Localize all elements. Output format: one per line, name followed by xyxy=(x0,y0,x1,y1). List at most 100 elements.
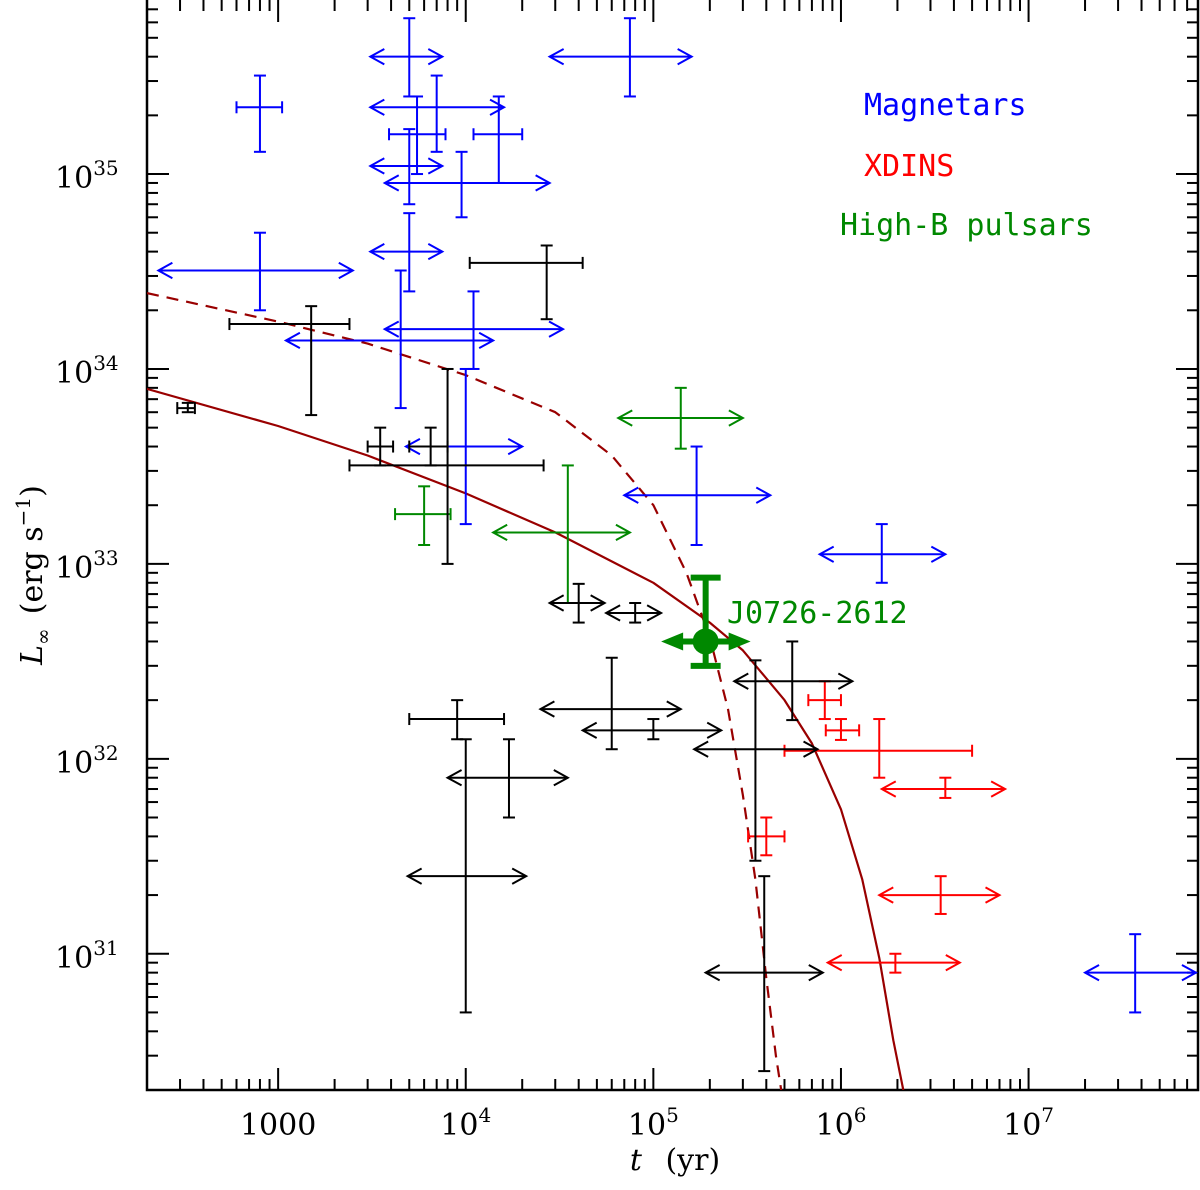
x-tick-label-base: 10 xyxy=(628,1108,666,1143)
data-point-high-b-pulsars xyxy=(394,485,452,547)
x-arrow-right xyxy=(427,157,445,175)
data-point-magnetars xyxy=(1082,933,1199,1014)
y-axis-title: L∞ (erg s−1) xyxy=(11,485,55,666)
x-arrow-right xyxy=(427,243,445,261)
x-arrow-left xyxy=(538,700,555,718)
y-tick-label-base: 10 xyxy=(55,941,93,976)
x-arrow-right xyxy=(985,886,1002,904)
data-point-xdins xyxy=(877,875,1002,915)
x-tick-label-base: 10 xyxy=(816,1108,854,1143)
y-tick-label: 1035 xyxy=(55,156,119,196)
legend: Magnetars XDINS High-B pulsars xyxy=(840,88,1093,243)
x-arrow-right xyxy=(507,437,525,456)
data-point-xdins xyxy=(807,680,842,721)
x-arrow-right xyxy=(553,769,570,787)
data-point-magnetars xyxy=(368,128,445,206)
y-tick-label: 1031 xyxy=(55,936,119,976)
y-tick-label-exp: 35 xyxy=(93,156,118,180)
data-point-magnetars xyxy=(368,17,445,98)
data-point-magnetars xyxy=(368,74,507,153)
x-arrow-left xyxy=(382,174,400,192)
y-tick-label-exp: 34 xyxy=(93,351,118,375)
y-tick-label-exp: 33 xyxy=(93,546,118,570)
data-point-other xyxy=(468,244,584,321)
x-arrow-right xyxy=(615,523,632,542)
x-arrow-left xyxy=(580,721,598,739)
x-arrow-left xyxy=(368,48,385,66)
x-axis-unit: (yr) xyxy=(665,1143,720,1178)
x-arrow-right xyxy=(478,331,496,350)
x-arrow-left xyxy=(825,954,843,972)
y-tick-label: 1033 xyxy=(55,546,119,586)
data-point-magnetars xyxy=(368,212,445,293)
legend-entry-magnetars: Magnetars xyxy=(864,88,1027,123)
x-arrow-left xyxy=(604,604,621,622)
y-axis-sub: ∞ xyxy=(31,628,55,645)
y-tick-label-exp: 31 xyxy=(93,936,118,960)
x-arrow-right xyxy=(489,98,507,116)
x-arrow-left xyxy=(445,769,463,787)
x-arrow-right xyxy=(677,48,694,66)
data-point-other xyxy=(176,401,196,415)
data-point-other xyxy=(405,738,529,1014)
x-tick-label: 1000 xyxy=(240,1108,316,1143)
x-arrow-left xyxy=(382,320,400,338)
x-arrow-right xyxy=(803,740,820,758)
data-point-magnetars xyxy=(156,231,355,312)
x-tick-label-exp: 6 xyxy=(854,1103,867,1127)
axis-ticks xyxy=(146,0,1199,1091)
x-arrow-left xyxy=(616,409,633,427)
data-point-other xyxy=(692,659,820,862)
data-point-xdins xyxy=(879,776,1008,799)
x-arrow-left xyxy=(703,964,721,982)
x-arrow-right xyxy=(990,780,1008,798)
data-point-high-b-pulsars xyxy=(491,464,632,605)
x-axis-var: t xyxy=(630,1143,643,1178)
x-arrow-right xyxy=(511,867,529,885)
data-point-magnetars xyxy=(382,290,566,370)
data-point-other xyxy=(408,699,506,741)
data-point-other xyxy=(348,367,545,565)
data-point-other xyxy=(408,426,449,467)
data-point-xdins xyxy=(824,718,861,741)
x-arrow-left xyxy=(283,331,301,350)
x-arrow-right xyxy=(945,954,962,972)
highlight-marker xyxy=(692,628,719,655)
x-arrow-left xyxy=(547,594,565,612)
cooling-curve-solid xyxy=(147,387,905,1090)
x-arrow-right xyxy=(535,174,552,192)
x-tick-label: 107 xyxy=(1003,1103,1054,1143)
x-tick-label-exp: 7 xyxy=(1041,1103,1054,1127)
x-arrow-left xyxy=(622,486,639,504)
y-axis-unit-suffix: ) xyxy=(15,485,50,497)
x-arrow-left xyxy=(879,780,897,798)
data-point-high-b-pulsars xyxy=(616,386,745,450)
x-arrow-left xyxy=(817,545,835,563)
y-tick-label-base: 10 xyxy=(55,746,93,781)
x-tick-label: 105 xyxy=(628,1103,679,1143)
x-tick-label-base: 1000 xyxy=(240,1108,316,1143)
y-axis-unit-exp: −1 xyxy=(11,497,35,526)
data-points xyxy=(156,17,1199,1073)
y-tick-label-base: 10 xyxy=(55,356,93,391)
model-curves xyxy=(147,292,905,1090)
x-arrow-left xyxy=(877,886,894,904)
highlight-arrow-left xyxy=(661,632,684,651)
data-point-magnetars xyxy=(622,445,773,547)
x-tick-label: 104 xyxy=(440,1103,491,1143)
highlight-label: J0726-2612 xyxy=(727,596,908,631)
y-axis-var: L xyxy=(15,645,50,666)
highlight-point xyxy=(661,574,751,669)
data-point-other xyxy=(445,738,570,819)
x-arrow-right xyxy=(706,721,724,739)
data-point-other xyxy=(547,582,607,624)
x-arrow-right xyxy=(755,486,773,504)
x-tick-label-base: 10 xyxy=(1003,1108,1041,1143)
x-arrow-right xyxy=(590,594,607,612)
x-arrow-right xyxy=(646,604,664,622)
data-point-magnetars xyxy=(235,74,284,153)
y-tick-label: 1032 xyxy=(55,741,119,781)
y-tick-label-base: 10 xyxy=(55,551,93,586)
y-tick-label-base: 10 xyxy=(55,161,93,196)
